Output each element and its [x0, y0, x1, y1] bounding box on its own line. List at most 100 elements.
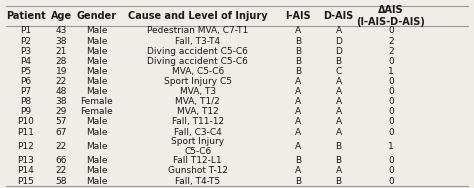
Text: 38: 38	[55, 97, 67, 106]
Text: A: A	[336, 107, 342, 116]
Text: P12: P12	[18, 142, 34, 151]
Text: Female: Female	[81, 97, 113, 106]
Text: A: A	[336, 27, 342, 35]
Text: B: B	[295, 36, 301, 45]
Text: 22: 22	[56, 142, 67, 151]
Text: Male: Male	[86, 67, 108, 76]
Text: D-AIS: D-AIS	[324, 11, 354, 21]
Text: 58: 58	[55, 177, 67, 186]
Text: Male: Male	[86, 87, 108, 96]
Text: P9: P9	[20, 107, 31, 116]
Text: 0: 0	[388, 27, 394, 35]
Text: Male: Male	[86, 57, 108, 66]
Text: Fall, C3-C4: Fall, C3-C4	[174, 127, 221, 136]
Text: B: B	[295, 177, 301, 186]
Text: MVA, T3: MVA, T3	[180, 87, 216, 96]
Text: Male: Male	[86, 77, 108, 86]
Text: Pedestrian MVA, C7-T1: Pedestrian MVA, C7-T1	[147, 27, 248, 35]
Text: 19: 19	[55, 67, 67, 76]
Text: Male: Male	[86, 118, 108, 126]
Text: P8: P8	[20, 97, 31, 106]
Text: B: B	[295, 67, 301, 76]
Text: 0: 0	[388, 127, 394, 136]
Text: A: A	[336, 97, 342, 106]
Text: Gender: Gender	[77, 11, 117, 21]
Text: Cause and Level of Injury: Cause and Level of Injury	[128, 11, 267, 21]
Text: B: B	[336, 57, 342, 66]
Text: Male: Male	[86, 27, 108, 35]
Text: MVA, C5-C6: MVA, C5-C6	[172, 67, 224, 76]
Text: B: B	[336, 177, 342, 186]
Text: A: A	[295, 27, 301, 35]
Text: 0: 0	[388, 156, 394, 165]
Text: B: B	[336, 156, 342, 165]
Text: A: A	[295, 127, 301, 136]
Text: 29: 29	[56, 107, 67, 116]
Text: A: A	[295, 87, 301, 96]
Text: A: A	[295, 118, 301, 126]
Text: 48: 48	[56, 87, 67, 96]
Text: 0: 0	[388, 118, 394, 126]
Text: Male: Male	[86, 156, 108, 165]
Text: 22: 22	[56, 77, 67, 86]
Text: A: A	[295, 107, 301, 116]
Text: B: B	[295, 57, 301, 66]
Text: Diving accident C5-C6: Diving accident C5-C6	[147, 47, 248, 56]
Text: MVA, T12: MVA, T12	[177, 107, 219, 116]
Text: P3: P3	[20, 47, 31, 56]
Text: 67: 67	[55, 127, 67, 136]
Text: 43: 43	[56, 27, 67, 35]
Text: A: A	[336, 127, 342, 136]
Text: P11: P11	[18, 127, 34, 136]
Text: B: B	[295, 156, 301, 165]
Text: Male: Male	[86, 142, 108, 151]
Text: ΔAIS
(I-AIS-D-AIS): ΔAIS (I-AIS-D-AIS)	[356, 5, 425, 27]
Text: 28: 28	[56, 57, 67, 66]
Text: 0: 0	[388, 166, 394, 175]
Text: P14: P14	[18, 166, 34, 175]
Text: A: A	[295, 142, 301, 151]
Text: Fall, T11-12: Fall, T11-12	[172, 118, 224, 126]
Text: D: D	[335, 36, 342, 45]
Text: Male: Male	[86, 47, 108, 56]
Text: 0: 0	[388, 87, 394, 96]
Text: Age: Age	[51, 11, 72, 21]
Text: P13: P13	[18, 156, 34, 165]
Text: Diving accident C5-C6: Diving accident C5-C6	[147, 57, 248, 66]
Text: P7: P7	[20, 87, 31, 96]
Text: A: A	[336, 77, 342, 86]
Text: Gunshot T-12: Gunshot T-12	[168, 166, 228, 175]
Text: Male: Male	[86, 127, 108, 136]
Text: P10: P10	[18, 118, 34, 126]
Text: MVA, T1/2: MVA, T1/2	[175, 97, 220, 106]
Text: P2: P2	[20, 36, 31, 45]
Text: 2: 2	[388, 36, 393, 45]
Text: 22: 22	[56, 166, 67, 175]
Text: D: D	[335, 47, 342, 56]
Text: 66: 66	[55, 156, 67, 165]
Text: Fall, T4-T5: Fall, T4-T5	[175, 177, 220, 186]
Text: Male: Male	[86, 36, 108, 45]
Text: P5: P5	[20, 67, 31, 76]
Text: C: C	[336, 67, 342, 76]
Text: 0: 0	[388, 57, 394, 66]
Text: 0: 0	[388, 107, 394, 116]
Text: 0: 0	[388, 77, 394, 86]
Text: Male: Male	[86, 177, 108, 186]
Text: Fall, T3-T4: Fall, T3-T4	[175, 36, 220, 45]
Text: A: A	[336, 118, 342, 126]
Text: A: A	[295, 77, 301, 86]
Text: Female: Female	[81, 107, 113, 116]
Text: P1: P1	[20, 27, 31, 35]
Text: Patient: Patient	[6, 11, 46, 21]
Text: Sport Injury C5: Sport Injury C5	[164, 77, 232, 86]
Text: 57: 57	[55, 118, 67, 126]
Text: 0: 0	[388, 97, 394, 106]
Text: B: B	[295, 47, 301, 56]
Text: 0: 0	[388, 177, 394, 186]
Text: 21: 21	[56, 47, 67, 56]
Text: P4: P4	[20, 57, 31, 66]
Text: Fall T12-L1: Fall T12-L1	[173, 156, 222, 165]
Text: 38: 38	[55, 36, 67, 45]
Text: P6: P6	[20, 77, 31, 86]
